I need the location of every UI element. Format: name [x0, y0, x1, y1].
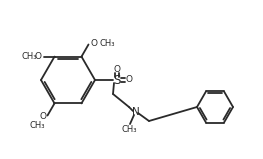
Text: O: O — [39, 112, 47, 121]
Text: CH₃: CH₃ — [22, 52, 37, 61]
Text: CH₃: CH₃ — [30, 121, 45, 130]
Text: N: N — [132, 107, 140, 117]
Text: CH₃: CH₃ — [99, 39, 115, 48]
Text: O: O — [125, 76, 133, 84]
Text: O: O — [114, 65, 120, 73]
Text: CH₃: CH₃ — [121, 124, 137, 134]
Text: O: O — [90, 39, 98, 48]
Text: O: O — [34, 52, 42, 61]
Text: S: S — [113, 73, 121, 86]
